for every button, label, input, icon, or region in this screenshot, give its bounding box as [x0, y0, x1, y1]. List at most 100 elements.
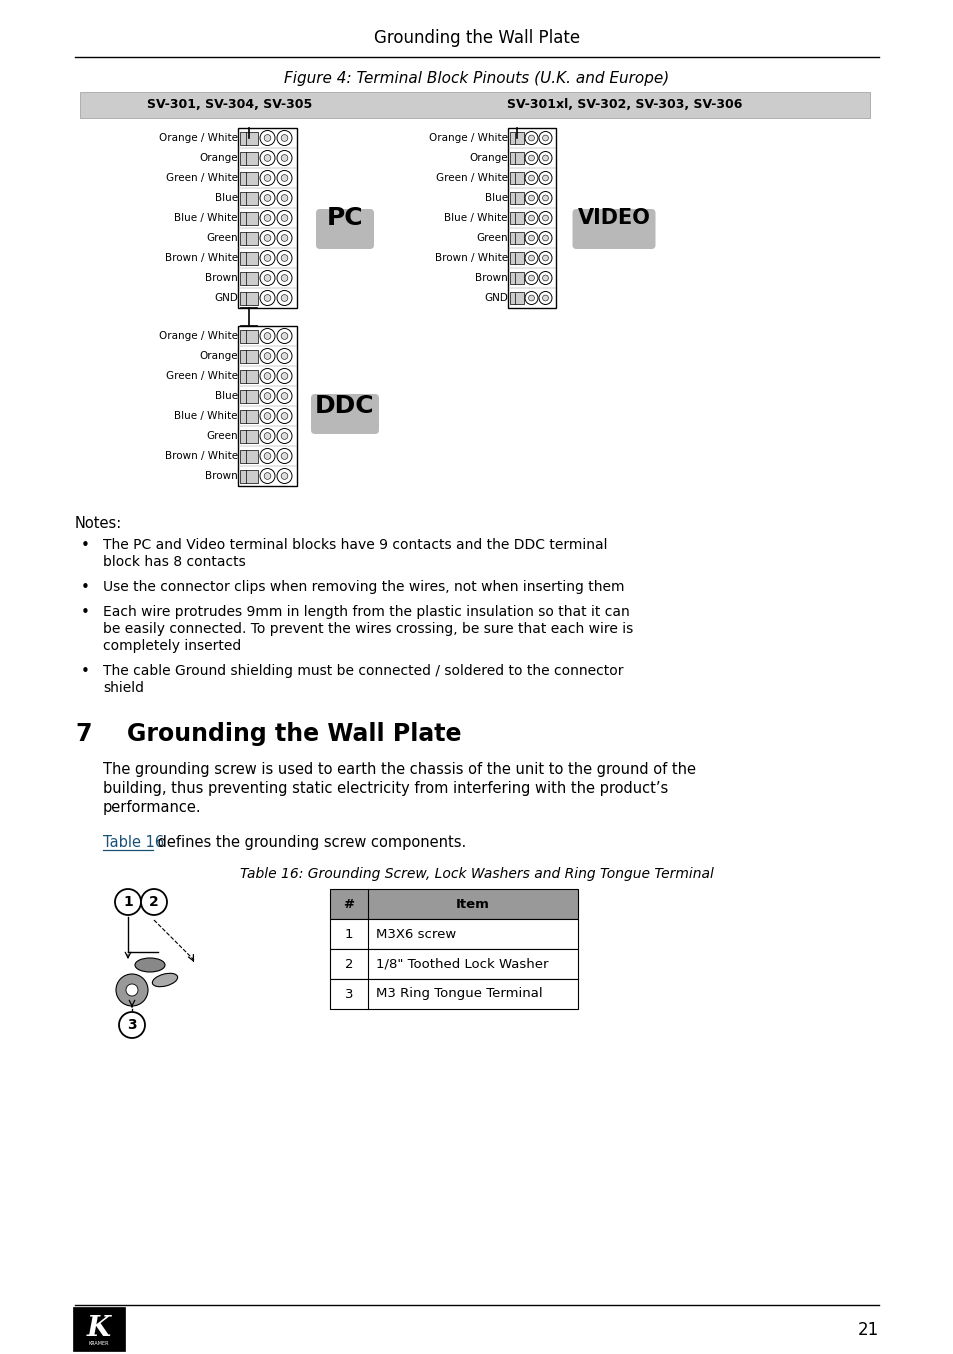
Circle shape — [281, 352, 288, 359]
Bar — [240, 232, 257, 245]
Circle shape — [276, 150, 292, 165]
Circle shape — [538, 252, 552, 264]
Circle shape — [260, 230, 274, 245]
Circle shape — [538, 191, 552, 204]
Circle shape — [538, 232, 552, 245]
Bar — [330, 949, 578, 979]
Bar — [330, 890, 578, 919]
Bar — [510, 191, 523, 203]
Bar — [240, 291, 257, 305]
Text: Blue: Blue — [484, 194, 507, 203]
Bar — [510, 252, 523, 264]
Text: defines the grounding screw components.: defines the grounding screw components. — [153, 835, 466, 850]
Bar — [240, 370, 257, 382]
Circle shape — [260, 150, 274, 165]
Circle shape — [542, 236, 548, 241]
Circle shape — [260, 171, 274, 185]
Circle shape — [264, 413, 271, 420]
Text: Blue: Blue — [214, 391, 237, 401]
Circle shape — [538, 272, 552, 284]
Bar — [240, 409, 257, 422]
Circle shape — [276, 448, 292, 463]
Circle shape — [276, 389, 292, 403]
Circle shape — [260, 368, 274, 383]
Text: K: K — [87, 1316, 111, 1343]
Bar — [240, 349, 257, 363]
Circle shape — [542, 215, 548, 221]
Text: GND: GND — [213, 292, 237, 303]
Text: •: • — [80, 605, 90, 620]
Text: Use the connector clips when removing the wires, not when inserting them: Use the connector clips when removing th… — [103, 580, 624, 594]
Text: Orange / White: Orange / White — [429, 133, 507, 144]
Circle shape — [281, 175, 288, 181]
Circle shape — [126, 984, 138, 997]
Bar — [510, 131, 523, 144]
Text: 1: 1 — [123, 895, 132, 909]
Text: Orange / White: Orange / White — [159, 133, 237, 144]
Bar — [510, 291, 523, 303]
Circle shape — [264, 134, 271, 141]
Circle shape — [260, 210, 274, 226]
Text: Each wire protrudes 9mm in length from the plastic insulation so that it can: Each wire protrudes 9mm in length from t… — [103, 605, 629, 619]
Circle shape — [260, 250, 274, 265]
Circle shape — [281, 452, 288, 459]
Circle shape — [528, 195, 534, 200]
Circle shape — [542, 295, 548, 301]
Bar — [240, 450, 257, 463]
Circle shape — [276, 428, 292, 444]
Text: Brown / White: Brown / White — [165, 451, 237, 460]
Bar — [240, 191, 257, 204]
Circle shape — [264, 372, 271, 379]
Circle shape — [264, 433, 271, 440]
Text: Figure 4: Terminal Block Pinouts (U.K. and Europe): Figure 4: Terminal Block Pinouts (U.K. a… — [284, 70, 669, 85]
Bar — [507, 129, 556, 307]
Text: completely inserted: completely inserted — [103, 639, 241, 653]
Circle shape — [260, 329, 274, 344]
Circle shape — [538, 211, 552, 225]
Circle shape — [260, 130, 274, 145]
Circle shape — [276, 130, 292, 145]
Circle shape — [281, 295, 288, 302]
Circle shape — [260, 291, 274, 306]
Circle shape — [276, 468, 292, 483]
Circle shape — [528, 215, 534, 221]
Text: Orange: Orange — [199, 351, 237, 362]
Circle shape — [276, 368, 292, 383]
Circle shape — [264, 195, 271, 202]
Circle shape — [260, 271, 274, 286]
Text: M3 Ring Tongue Terminal: M3 Ring Tongue Terminal — [375, 987, 542, 1001]
Text: Green / White: Green / White — [166, 371, 237, 380]
Circle shape — [524, 232, 537, 245]
Text: be easily connected. To prevent the wires crossing, be sure that each wire is: be easily connected. To prevent the wire… — [103, 621, 633, 636]
Text: Green: Green — [206, 431, 237, 441]
Circle shape — [281, 333, 288, 340]
Circle shape — [542, 195, 548, 200]
Text: Brown / White: Brown / White — [435, 253, 507, 263]
Text: Orange: Orange — [199, 153, 237, 162]
Circle shape — [281, 372, 288, 379]
Circle shape — [264, 452, 271, 459]
Circle shape — [260, 448, 274, 463]
Circle shape — [281, 473, 288, 479]
Circle shape — [276, 329, 292, 344]
Circle shape — [264, 234, 271, 241]
Circle shape — [538, 152, 552, 164]
Bar — [240, 470, 257, 482]
Text: 2: 2 — [344, 957, 353, 971]
Circle shape — [281, 215, 288, 221]
Text: Brown: Brown — [205, 471, 237, 481]
Text: The grounding screw is used to earth the chassis of the unit to the ground of th: The grounding screw is used to earth the… — [103, 762, 696, 777]
Text: Notes:: Notes: — [75, 516, 122, 531]
Circle shape — [524, 172, 537, 184]
Bar — [510, 272, 523, 283]
Bar — [240, 211, 257, 225]
Circle shape — [115, 890, 141, 915]
Circle shape — [528, 135, 534, 141]
Text: M3X6 screw: M3X6 screw — [375, 927, 456, 941]
Circle shape — [528, 175, 534, 181]
Text: 3: 3 — [127, 1018, 136, 1032]
Bar — [510, 172, 523, 184]
Text: DDC: DDC — [314, 394, 375, 418]
Circle shape — [276, 210, 292, 226]
Circle shape — [264, 175, 271, 181]
